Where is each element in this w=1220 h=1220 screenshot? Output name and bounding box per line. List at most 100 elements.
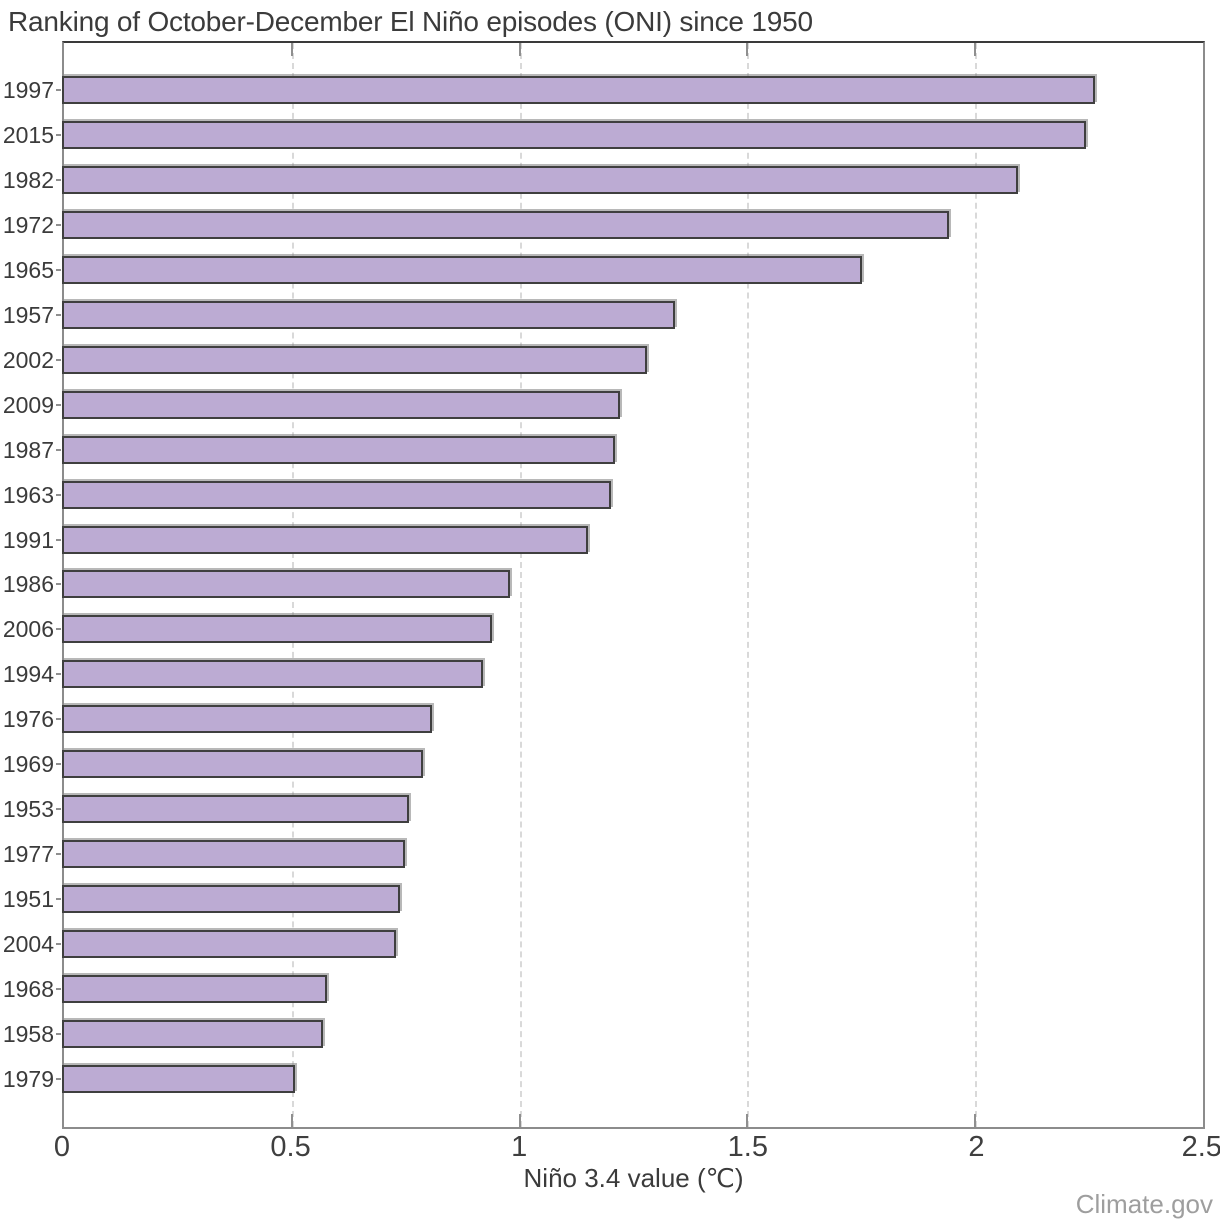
gridline [519, 43, 522, 1127]
bar-2009 [62, 390, 620, 419]
year-label: 2006 [2, 616, 54, 643]
x-tick-label: 2 [968, 1131, 985, 1163]
bar-track [62, 975, 1205, 1004]
bar-1969 [62, 750, 424, 779]
y-tick-mark [56, 988, 61, 991]
x-tick-mark [290, 43, 293, 56]
x-tick-mark [518, 1114, 521, 1127]
bar-row: 1994 [0, 660, 1205, 689]
y-tick-mark [56, 763, 61, 766]
bar-row: 1963 [0, 480, 1205, 509]
bar-row: 1958 [0, 1020, 1205, 1049]
bar-row: 1972 [0, 210, 1205, 239]
y-tick-mark [56, 808, 61, 811]
x-tick-mark [290, 1114, 293, 1127]
x-tick-mark [746, 1114, 749, 1127]
bar-track [62, 795, 1205, 824]
year-label: 1986 [2, 571, 54, 598]
bar-2004 [62, 930, 396, 959]
bar-1982 [62, 165, 1018, 194]
x-tick-mark [746, 43, 749, 56]
year-label: 2009 [2, 391, 54, 418]
bar-rows: 1997 2015 1982 1972 1965 1957 2002 2009 1987 1963… [0, 41, 1205, 1129]
bar-track [62, 210, 1205, 239]
x-tick-mark [518, 43, 521, 56]
y-tick-mark [56, 403, 61, 406]
bar-track [62, 885, 1205, 914]
x-tick-label: 1.5 [727, 1131, 768, 1163]
bar-track [62, 615, 1205, 644]
bar-1997 [62, 76, 1096, 104]
bar-row: 1953 [0, 795, 1205, 824]
year-label: 1953 [2, 796, 54, 823]
bar-track [62, 525, 1205, 554]
year-label: 1972 [2, 211, 54, 238]
bar-row: 1969 [0, 750, 1205, 779]
y-tick-mark [56, 223, 61, 226]
bar-row: 1986 [0, 570, 1205, 599]
y-tick-mark [56, 133, 61, 136]
y-tick-mark [56, 943, 61, 946]
year-label: 1991 [2, 526, 54, 553]
x-tick-mark [974, 1114, 977, 1127]
bar-track [62, 435, 1205, 464]
bar-row: 1987 [0, 435, 1205, 464]
bar-row: 1977 [0, 840, 1205, 869]
bar-1965 [62, 255, 863, 284]
bar-row: 1976 [0, 705, 1205, 734]
y-tick-mark [56, 628, 61, 631]
bar-track [62, 120, 1205, 149]
bar-1958 [62, 1020, 323, 1049]
year-label: 1982 [2, 166, 54, 193]
year-label: 1965 [2, 256, 54, 283]
bar-2002 [62, 345, 648, 374]
bar-track [62, 930, 1205, 959]
gridline [747, 43, 750, 1127]
bar-track [62, 480, 1205, 509]
bar-1957 [62, 300, 675, 329]
year-label: 1958 [2, 1021, 54, 1048]
year-label: 2015 [2, 121, 54, 148]
y-tick-mark [56, 268, 61, 271]
bar-2006 [62, 615, 492, 644]
y-tick-mark [56, 898, 61, 901]
watermark-climate-gov: Climate.gov [1075, 1189, 1213, 1219]
bar-row: 2009 [0, 390, 1205, 419]
chart-title: Ranking of October-December El Niño epis… [8, 6, 813, 37]
bar-row: 1982 [0, 165, 1205, 194]
year-label: 1977 [2, 841, 54, 868]
bar-1986 [62, 570, 511, 599]
bar-row: 1991 [0, 525, 1205, 554]
year-label: 1951 [2, 886, 54, 913]
year-label: 1976 [2, 706, 54, 733]
bar-row: 2015 [0, 120, 1205, 149]
year-label: 1997 [2, 77, 54, 103]
y-tick-mark [56, 448, 61, 451]
bar-track [62, 705, 1205, 734]
bar-track [62, 1020, 1205, 1049]
bar-row: 1997 [0, 76, 1205, 104]
y-tick-mark [56, 89, 61, 91]
bar-1994 [62, 660, 483, 689]
y-tick-mark [56, 1033, 61, 1036]
x-tick-label: 1 [511, 1131, 528, 1163]
year-label: 2004 [2, 931, 54, 958]
bar-row: 1951 [0, 885, 1205, 914]
y-tick-mark [56, 673, 61, 676]
bar-track [62, 840, 1205, 869]
bar-track [62, 750, 1205, 779]
bar-track [62, 390, 1205, 419]
bar-row: 2004 [0, 930, 1205, 959]
bar-1979 [62, 1064, 296, 1093]
bar-track [62, 660, 1205, 689]
bar-1963 [62, 480, 611, 509]
year-label: 1979 [2, 1065, 54, 1092]
y-tick-mark [56, 178, 61, 181]
year-label: 1957 [2, 301, 54, 328]
bar-1977 [62, 840, 405, 869]
x-tick-label: 0 [53, 1131, 71, 1163]
year-label: 1968 [2, 976, 54, 1003]
y-tick-mark [56, 358, 61, 361]
bar-1987 [62, 435, 616, 464]
y-tick-mark [56, 853, 61, 856]
